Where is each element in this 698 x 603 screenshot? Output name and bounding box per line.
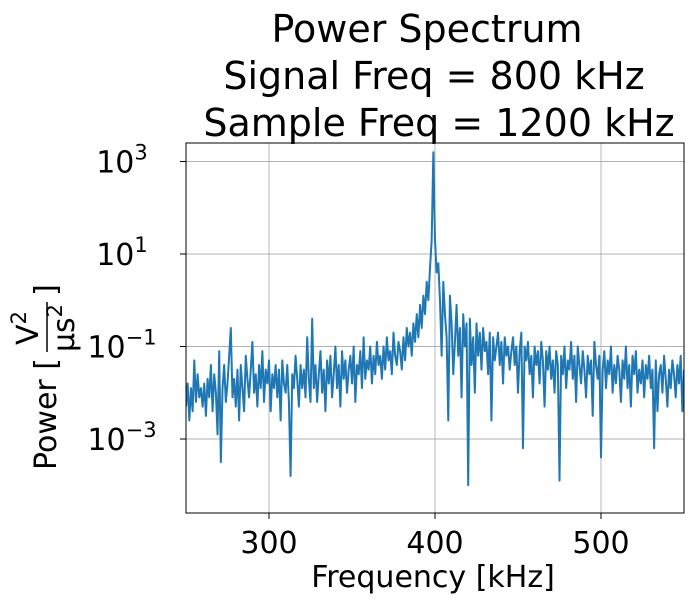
y-axis-label-denominator: μs2 xyxy=(43,304,82,352)
y-tick-exponent: 1 xyxy=(134,233,147,257)
y-axis-label: Power [ V2 μs2 ] xyxy=(7,284,82,470)
y-axis-label-num-base: V xyxy=(11,324,46,345)
chart-title: Power Spectrum Signal Freq = 800 kHz Sam… xyxy=(203,7,674,145)
x-tick-label: 500 xyxy=(572,526,629,561)
y-tick-base: 10 xyxy=(96,238,134,273)
x-axis-label: Frequency [kHz] xyxy=(311,560,555,595)
y-tick-exponent: −3 xyxy=(126,418,157,442)
series-line-power xyxy=(186,151,684,487)
x-tick-label: 300 xyxy=(240,526,297,561)
y-tick-base: 10 xyxy=(96,146,134,181)
y-axis-label-den-exp: 2 xyxy=(43,304,67,317)
y-axis-label-prefix: Power [ xyxy=(29,358,64,470)
plot-area xyxy=(186,151,684,487)
title-line-3: Sample Freq = 1200 kHz xyxy=(203,101,674,145)
title-line-1: Power Spectrum xyxy=(271,7,582,51)
y-tick-label: 10−3 xyxy=(87,418,156,458)
y-tick-base: 10 xyxy=(87,423,125,458)
y-tick-label: 103 xyxy=(96,141,148,181)
y-axis-label-den-base: μs xyxy=(47,317,82,352)
y-tick-exponent: 3 xyxy=(134,141,147,165)
y-tick-base: 10 xyxy=(87,331,125,366)
y-axis-label-num-exp: 2 xyxy=(7,311,31,324)
x-tick-label: 400 xyxy=(406,526,463,561)
y-axis-label-numerator: V2 xyxy=(7,311,46,345)
title-line-2: Signal Freq = 800 kHz xyxy=(223,54,644,98)
x-axis-ticks: 300 400 500 xyxy=(240,513,630,561)
y-tick-exponent: −1 xyxy=(126,326,157,350)
y-axis-label-suffix: ] xyxy=(29,284,64,296)
y-tick-label: 101 xyxy=(96,233,148,273)
y-tick-label: 10−1 xyxy=(87,326,156,366)
